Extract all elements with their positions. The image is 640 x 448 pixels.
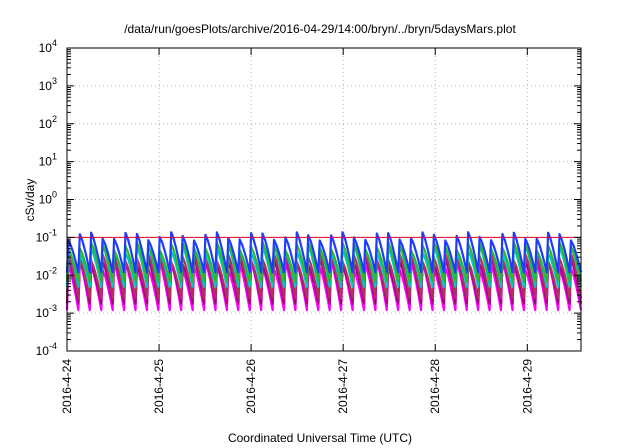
y-tick-base: 10 — [39, 155, 53, 169]
grid-lines — [66, 48, 581, 351]
y-tick-exponent: -3 — [49, 303, 57, 313]
y-tick-label: 10-1 — [36, 227, 57, 244]
y-tick-label: 10-4 — [36, 341, 57, 358]
y-tick-base: 10 — [36, 344, 50, 358]
y-tick-label: 104 — [39, 38, 57, 55]
y-tick-label: 102 — [39, 114, 57, 131]
y-tick-exponent: -4 — [49, 341, 57, 351]
y-tick-base: 10 — [36, 268, 50, 282]
y-tick-label: 101 — [39, 152, 57, 169]
y-tick-base: 10 — [39, 117, 53, 131]
chart-title: /data/run/goesPlots/archive/2016-04-29/1… — [124, 22, 516, 36]
y-tick-label: 100 — [39, 190, 57, 207]
y-tick-base: 10 — [39, 193, 53, 207]
series-line — [65, 231, 583, 274]
y-tick-base: 10 — [39, 41, 53, 55]
y-tick-base: 10 — [36, 230, 50, 244]
y-tick-exponent: 4 — [52, 38, 57, 48]
y-tick-exponent: 1 — [52, 152, 57, 162]
series-line — [65, 252, 583, 300]
y-tick-base: 10 — [39, 79, 53, 93]
y-tick-base: 10 — [36, 306, 50, 320]
series-layer — [65, 231, 583, 312]
x-tick-label: 2016-4-24 — [60, 359, 74, 414]
ticks-layer — [66, 47, 581, 352]
series-line — [65, 241, 583, 283]
x-axis-label: Coordinated Universal Time (UTC) — [227, 431, 413, 445]
x-tick-label: 2016-4-29 — [520, 359, 534, 414]
y-tick-exponent: 3 — [52, 76, 57, 86]
x-tick-label: 2016-4-25 — [152, 359, 166, 414]
y-tick-label: 10-2 — [36, 265, 57, 282]
x-tick-labels: 2016-4-24 2016-4-25 2016-4-26 2016-4-27 2016… — [60, 359, 534, 414]
x-tick-label: 2016-4-27 — [336, 359, 350, 414]
x-tick-label: 2016-4-26 — [244, 359, 258, 414]
y-tick-label: 10-3 — [36, 303, 57, 320]
y-tick-label: 103 — [39, 76, 57, 93]
y-tick-exponent: -1 — [49, 227, 57, 237]
y-tick-exponent: 0 — [52, 190, 57, 200]
x-tick-label: 2016-4-28 — [428, 359, 442, 414]
series-line — [65, 260, 583, 312]
y-tick-exponent: -2 — [49, 265, 57, 275]
y-tick-exponent: 2 — [52, 114, 57, 124]
